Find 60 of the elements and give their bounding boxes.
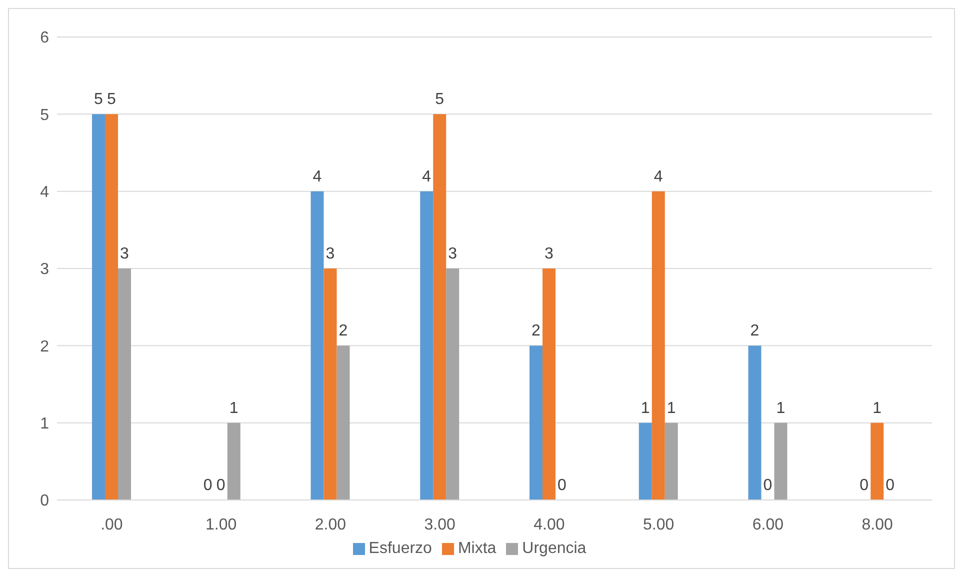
data-label: 4 [422, 168, 432, 186]
y-tick-label: 5 [40, 106, 50, 124]
bar [446, 268, 460, 500]
x-tick-label: .00 [100, 516, 123, 534]
bar [748, 346, 762, 500]
x-tick-label: 3.00 [424, 516, 456, 534]
data-label: 3 [120, 246, 130, 262]
data-label: 2 [750, 322, 760, 340]
bar [542, 268, 556, 500]
y-tick-label: 0 [40, 492, 50, 510]
x-tick-label: 4.00 [534, 516, 565, 534]
legend-label: Urgencia [522, 540, 586, 557]
x-tick-label: 1.00 [205, 516, 237, 534]
legend-label: Esfuerzo [368, 540, 432, 557]
bar [420, 191, 434, 500]
data-label: 2 [338, 322, 348, 340]
bar [774, 422, 788, 500]
bar [105, 114, 118, 500]
data-label: 5 [107, 91, 116, 108]
data-label: 0 [763, 477, 772, 494]
y-tick-label: 6 [40, 30, 50, 47]
data-label: 1 [872, 400, 882, 417]
data-label: 0 [558, 477, 567, 494]
bar [118, 268, 131, 500]
data-label: 4 [312, 168, 322, 186]
data-label: 0 [203, 477, 212, 494]
bar [310, 191, 324, 500]
y-tick-label: 4 [40, 184, 50, 202]
data-label: 1 [666, 400, 676, 417]
data-label: 5 [94, 91, 104, 108]
data-label: 2 [532, 322, 541, 340]
y-tick-label: 2 [40, 338, 50, 356]
data-label: 4 [654, 168, 663, 186]
x-tick-label: 6.00 [752, 516, 784, 534]
x-tick-label: 2.00 [314, 516, 346, 534]
bar [336, 346, 350, 500]
bar [652, 191, 665, 500]
data-label: 3 [326, 246, 335, 262]
bar [92, 114, 105, 500]
data-label: 1 [229, 400, 238, 417]
data-label: 0 [860, 477, 869, 494]
data-label: 1 [640, 400, 650, 417]
data-label: 0 [216, 477, 226, 494]
bar [530, 346, 542, 500]
data-label: 3 [448, 246, 458, 262]
data-label: 3 [544, 246, 554, 262]
bar [664, 422, 678, 500]
data-label: 1 [776, 400, 786, 417]
data-label: 5 [435, 91, 444, 108]
bar [433, 114, 446, 500]
legend-label: Mixta [458, 540, 496, 557]
x-tick-label: 8.00 [862, 516, 893, 534]
bar [227, 422, 240, 500]
y-tick-label: 3 [40, 261, 50, 278]
bar [870, 422, 884, 500]
bar [638, 422, 652, 500]
x-tick-label: 5.00 [642, 516, 674, 534]
bar [324, 268, 337, 500]
y-tick-label: 1 [40, 416, 50, 433]
data-label: 0 [886, 477, 895, 494]
